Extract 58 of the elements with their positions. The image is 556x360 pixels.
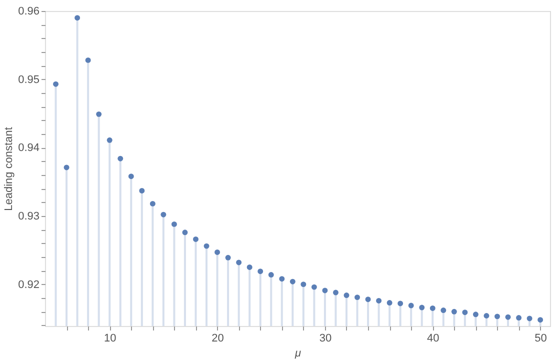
point: [193, 236, 198, 242]
y-tick-label: 0.92: [18, 278, 40, 291]
point: [204, 243, 210, 249]
point: [150, 200, 156, 206]
point: [344, 292, 350, 298]
point: [182, 230, 188, 236]
point: [430, 306, 436, 311]
y-tick-label: 0.94: [18, 142, 40, 154]
point: [279, 276, 285, 282]
point: [484, 313, 490, 318]
point: [300, 282, 306, 288]
point: [440, 308, 446, 314]
point: [419, 304, 425, 310]
point: [322, 288, 328, 294]
point: [365, 296, 371, 302]
point: [311, 284, 317, 290]
x-axis-title: μ: [294, 348, 302, 360]
point: [246, 264, 252, 270]
point: [408, 302, 414, 308]
point: [462, 310, 468, 316]
point: [472, 312, 478, 318]
point: [236, 260, 242, 266]
point: [526, 316, 532, 322]
point: [538, 317, 544, 323]
point: [516, 315, 522, 321]
point: [494, 314, 500, 320]
x-tick-label: 40: [427, 332, 440, 344]
point: [258, 268, 264, 274]
y-axis-title: Leading constant: [3, 127, 16, 211]
point: [386, 300, 392, 306]
point: [106, 137, 112, 143]
y-tick-label: 0.95: [18, 74, 40, 86]
point: [214, 249, 220, 255]
point: [376, 298, 382, 304]
point: [268, 272, 274, 278]
x-tick-label: 30: [319, 332, 332, 344]
y-tick-label: 0.93: [18, 210, 40, 222]
point: [118, 156, 124, 162]
point: [225, 254, 231, 260]
point: [64, 164, 70, 170]
point: [505, 314, 511, 320]
point: [398, 300, 404, 306]
point: [171, 221, 177, 227]
point: [85, 57, 91, 63]
point: [53, 81, 59, 87]
point: [96, 111, 102, 117]
point: [139, 188, 145, 194]
point: [332, 290, 338, 296]
point: [354, 294, 360, 300]
point: [290, 278, 296, 284]
y-tick-label: 0.96: [18, 6, 40, 18]
x-tick-label: 50: [534, 332, 547, 344]
point: [74, 15, 80, 21]
point: [128, 174, 134, 180]
x-tick-label: 10: [104, 332, 116, 344]
point: [451, 308, 457, 314]
x-tick-label: 20: [212, 332, 224, 344]
point: [160, 212, 166, 218]
